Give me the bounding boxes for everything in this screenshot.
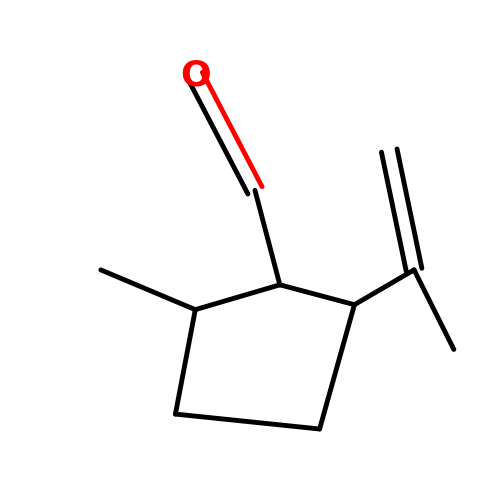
Text: O: O	[180, 59, 210, 93]
